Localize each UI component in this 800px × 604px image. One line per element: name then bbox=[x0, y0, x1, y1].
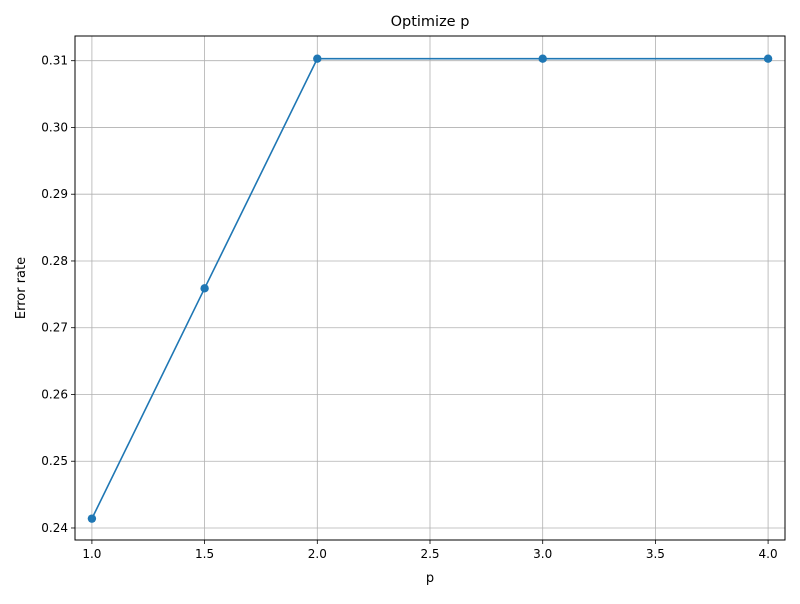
x-tick-label: 4.0 bbox=[759, 547, 778, 561]
y-axis-label: Error rate bbox=[14, 257, 29, 319]
y-tick-label: 0.25 bbox=[41, 454, 68, 468]
y-tick-label: 0.26 bbox=[41, 387, 68, 401]
x-tick-label: 2.5 bbox=[420, 547, 439, 561]
x-tick-label: 3.5 bbox=[646, 547, 665, 561]
x-tick-label: 3.0 bbox=[533, 547, 552, 561]
y-tick-label: 0.28 bbox=[41, 254, 68, 268]
y-tick-label: 0.31 bbox=[41, 54, 68, 68]
y-tick-label: 0.24 bbox=[41, 521, 68, 535]
data-point bbox=[87, 514, 97, 523]
grid bbox=[75, 36, 785, 540]
x-axis-label: p bbox=[426, 571, 434, 586]
axis-ticks: 1.0 1.5 2.0 2.5 3.0 3.5 4.0 0.24 0.25 0.26 0.27 0.2… bbox=[41, 54, 777, 561]
data-point bbox=[763, 54, 773, 63]
x-tick-label: 2.0 bbox=[308, 547, 327, 561]
data-point bbox=[313, 54, 322, 63]
y-tick-label: 0.30 bbox=[41, 120, 68, 134]
data-point bbox=[538, 54, 547, 63]
y-tick-label: 0.29 bbox=[41, 187, 68, 201]
y-tick-label: 0.27 bbox=[41, 321, 68, 335]
series-layer bbox=[87, 54, 773, 523]
x-tick-label: 1.0 bbox=[82, 547, 101, 561]
plot-frame bbox=[74, 35, 786, 541]
x-tick-label: 1.5 bbox=[195, 547, 214, 561]
chart-title: Optimize p bbox=[391, 14, 470, 30]
data-point bbox=[200, 284, 209, 293]
